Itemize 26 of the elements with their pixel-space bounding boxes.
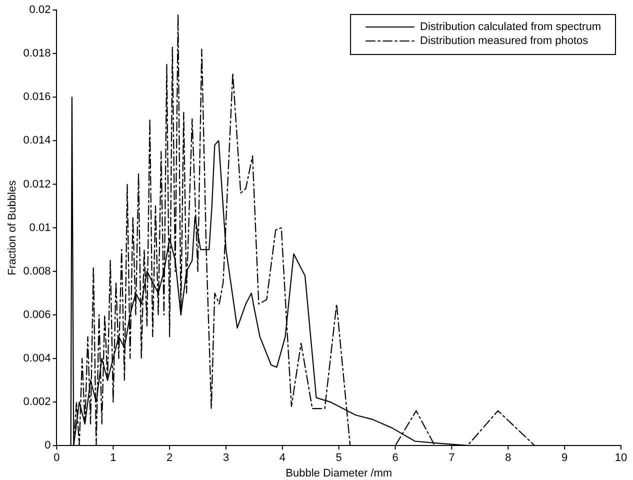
x-tick-label: 2 (166, 452, 173, 464)
y-tick-label: 0.002 (23, 396, 51, 408)
y-tick-label: 0.018 (23, 48, 51, 60)
legend-label: Distribution calculated from spectrum (420, 21, 602, 34)
x-tick-label: 6 (392, 452, 398, 464)
y-tick-label: 0.008 (23, 265, 51, 278)
x-tick-label: 9 (562, 452, 568, 464)
y-tick-label: 0 (44, 440, 51, 452)
y-tick-label: 0.006 (23, 308, 51, 321)
y-tick-label: 0.016 (23, 91, 51, 104)
x-tick-label: 8 (505, 452, 512, 464)
x-tick-label: 7 (448, 452, 455, 464)
y-tick-label: 0.01 (29, 222, 51, 234)
x-tick-label: 0 (54, 452, 60, 464)
y-tick-label: 0.014 (23, 134, 51, 147)
legend-label: Distribution measured from photos (420, 35, 589, 48)
x-tick-label: 5 (336, 452, 342, 464)
y-axis-title: Fraction of Bubbles (6, 180, 19, 276)
y-tick-label: 0.02 (29, 4, 51, 16)
x-tick-label: 1 (110, 452, 116, 464)
x-axis-title: Bubble Diameter /mm (286, 467, 392, 480)
x-tick-label: 4 (279, 452, 286, 464)
y-tick-label: 0.012 (23, 178, 51, 190)
y-tick-label: 0.004 (23, 352, 51, 365)
x-tick-label: 10 (614, 452, 628, 464)
x-tick-label: 3 (222, 452, 230, 464)
